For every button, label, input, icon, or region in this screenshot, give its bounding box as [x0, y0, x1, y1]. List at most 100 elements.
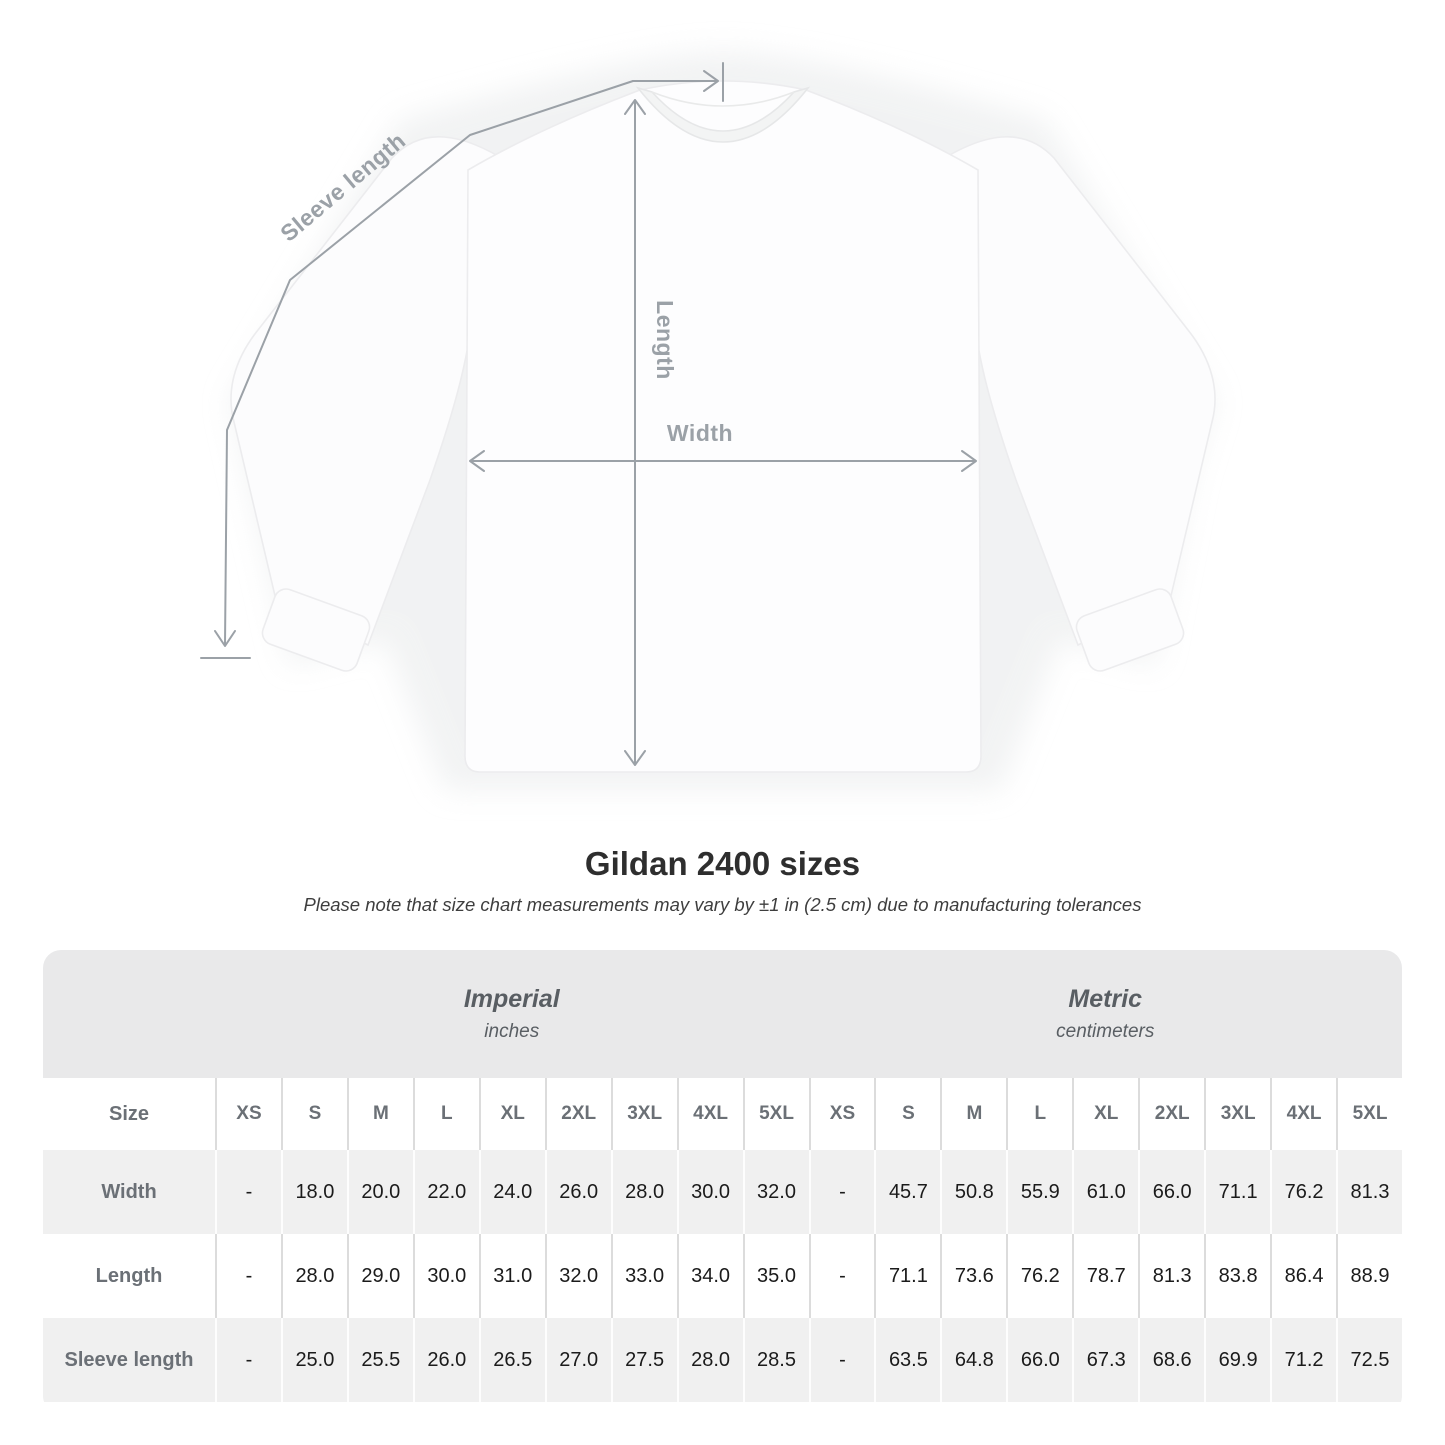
- table-cell: 67.3: [1072, 1318, 1138, 1402]
- table-cell: 86.4: [1270, 1234, 1336, 1318]
- width-label: Width: [667, 420, 733, 446]
- table-cell: 26.5: [478, 1318, 545, 1402]
- length-imperial-values: -28.0 29.0 30.0 31.0 32.0 33.0 34.0 35.0: [215, 1234, 809, 1318]
- table-cell: 27.5: [610, 1318, 677, 1402]
- width-metric-values: -45.7 50.8 55.9 61.0 66.0 71.1 76.2 81.3: [808, 1150, 1403, 1234]
- width-arrowhead-right: [961, 450, 977, 472]
- table-cell: 71.1: [874, 1234, 940, 1318]
- width-row: Width -18.0 20.0 22.0 24.0 26.0 28.0 30.0 32.0 …: [43, 1150, 1402, 1234]
- table-cell: 31.0: [478, 1234, 545, 1318]
- table-cell: 55.9: [1006, 1150, 1072, 1234]
- table-cell: XL: [478, 1078, 545, 1150]
- table-cell: 30.0: [676, 1150, 743, 1234]
- width-row-label: Width: [101, 1180, 157, 1203]
- length-arrowhead-down: [624, 750, 646, 766]
- width-imperial-values: -18.0 20.0 22.0 24.0 26.0 28.0 30.0 32.0: [215, 1150, 809, 1234]
- table-cell: 25.0: [280, 1318, 347, 1402]
- table-cell: -: [215, 1150, 281, 1234]
- table-cell: 71.2: [1270, 1318, 1336, 1402]
- table-cell: -: [808, 1150, 875, 1234]
- table-cell: 28.0: [676, 1318, 743, 1402]
- table-cell: L: [1006, 1078, 1072, 1150]
- right-sleeve: [924, 136, 1216, 647]
- table-cell: 76.2: [1006, 1234, 1072, 1318]
- table-cell: 28.0: [280, 1234, 347, 1318]
- table-cell: S: [874, 1078, 940, 1150]
- table-cell: 26.0: [544, 1150, 611, 1234]
- table-cell: 69.9: [1204, 1318, 1270, 1402]
- table-cell: 3XL: [1204, 1078, 1270, 1150]
- metric-size-headers: XS S M L XL 2XL 3XL 4XL 5XL: [808, 1078, 1403, 1150]
- table-cell: 2XL: [1138, 1078, 1204, 1150]
- size-table: Imperial inches Metric centimeters Size …: [43, 950, 1402, 1414]
- table-cell: L: [412, 1078, 479, 1150]
- table-cell: XS: [215, 1078, 281, 1150]
- table-cell: 35.0: [742, 1234, 809, 1318]
- table-cell: 27.0: [544, 1318, 611, 1402]
- collar-back-seam: [651, 91, 795, 107]
- table-cell: 71.1: [1204, 1150, 1270, 1234]
- imperial-size-headers: XS S M L XL 2XL 3XL 4XL 5XL: [215, 1078, 809, 1150]
- sleeve-length-row-label: Sleeve length: [64, 1348, 194, 1371]
- page-title: Gildan 2400 sizes: [584, 845, 861, 882]
- sleeve-length-arrowhead: [214, 630, 236, 647]
- length-arrowhead-up: [624, 99, 646, 115]
- table-cell: 83.8: [1204, 1234, 1270, 1318]
- table-cell: 33.0: [610, 1234, 677, 1318]
- table-cell: 68.6: [1138, 1318, 1204, 1402]
- tolerance-note: Please note that size chart measurements…: [303, 894, 1142, 915]
- shirt-body: [464, 80, 982, 773]
- imperial-unit: inches: [484, 1021, 540, 1042]
- table-cell: 22.0: [412, 1150, 479, 1234]
- table-cell: 64.8: [940, 1318, 1006, 1402]
- shoulder-arrowhead: [703, 70, 719, 92]
- table-cell: 81.3: [1336, 1150, 1402, 1234]
- table-cell: 45.7: [874, 1150, 940, 1234]
- table-cell: 18.0: [280, 1150, 347, 1234]
- metric-unit: centimeters: [1056, 1021, 1155, 1042]
- table-cell: 76.2: [1270, 1150, 1336, 1234]
- sleeve-imperial-values: -25.0 25.5 26.0 26.5 27.0 27.5 28.0 28.5: [215, 1318, 809, 1402]
- table-cell: 5XL: [742, 1078, 809, 1150]
- table-cell: -: [215, 1234, 281, 1318]
- table-cell: M: [940, 1078, 1006, 1150]
- measurement-annotations: [200, 62, 977, 766]
- table-cell: -: [808, 1234, 875, 1318]
- length-label: Length: [652, 300, 678, 380]
- table-cell: -: [808, 1318, 875, 1402]
- units-header: Imperial inches Metric centimeters: [43, 950, 1402, 1078]
- table-cell: 88.9: [1336, 1234, 1402, 1318]
- table-cell: 50.8: [940, 1150, 1006, 1234]
- sleeve-length-row: Sleeve length -25.0 25.5 26.0 26.5 27.0 27.5 2…: [43, 1318, 1402, 1402]
- table-cell: 72.5: [1336, 1318, 1402, 1402]
- long-sleeve-shirt-illustration: [230, 80, 1216, 773]
- imperial-title: Imperial: [463, 985, 560, 1013]
- metric-title: Metric: [1068, 985, 1143, 1013]
- table-cell: 73.6: [940, 1234, 1006, 1318]
- table-cell: XS: [808, 1078, 875, 1150]
- size-column-label: Size: [108, 1102, 150, 1125]
- table-cell: -: [215, 1318, 281, 1402]
- metric-header: Metric centimeters: [809, 950, 1403, 1078]
- left-cuff: [261, 588, 371, 672]
- table-cell: 78.7: [1072, 1234, 1138, 1318]
- table-cell: 2XL: [544, 1078, 611, 1150]
- table-cell: 29.0: [346, 1234, 413, 1318]
- units-header-spacer: [43, 950, 215, 1078]
- table-cell: 32.0: [544, 1234, 611, 1318]
- right-cuff: [1075, 588, 1185, 672]
- sleeve-length-line: [224, 80, 634, 645]
- shirt-measurement-diagram: Sleeve length Length Width: [200, 52, 1216, 790]
- table-cell: 24.0: [478, 1150, 545, 1234]
- size-header-row: Size XS S M L XL 2XL 3XL 4XL 5XL XS S M L XL 2XL 3XL 4X…: [43, 1078, 1402, 1150]
- length-metric-values: -71.1 73.6 76.2 78.7 81.3 83.8 86.4 88.9: [808, 1234, 1403, 1318]
- table-cell: 61.0: [1072, 1150, 1138, 1234]
- table-cell: 5XL: [1336, 1078, 1402, 1150]
- table-cell: 34.0: [676, 1234, 743, 1318]
- length-row: Length -28.0 29.0 30.0 31.0 32.0 33.0 34.0 35.0…: [43, 1234, 1402, 1318]
- sleeve-metric-values: -63.5 64.8 66.0 67.3 68.6 69.9 71.2 72.5: [808, 1318, 1403, 1402]
- table-cell: 32.0: [742, 1150, 809, 1234]
- table-cell: 26.0: [412, 1318, 479, 1402]
- table-cell: 30.0: [412, 1234, 479, 1318]
